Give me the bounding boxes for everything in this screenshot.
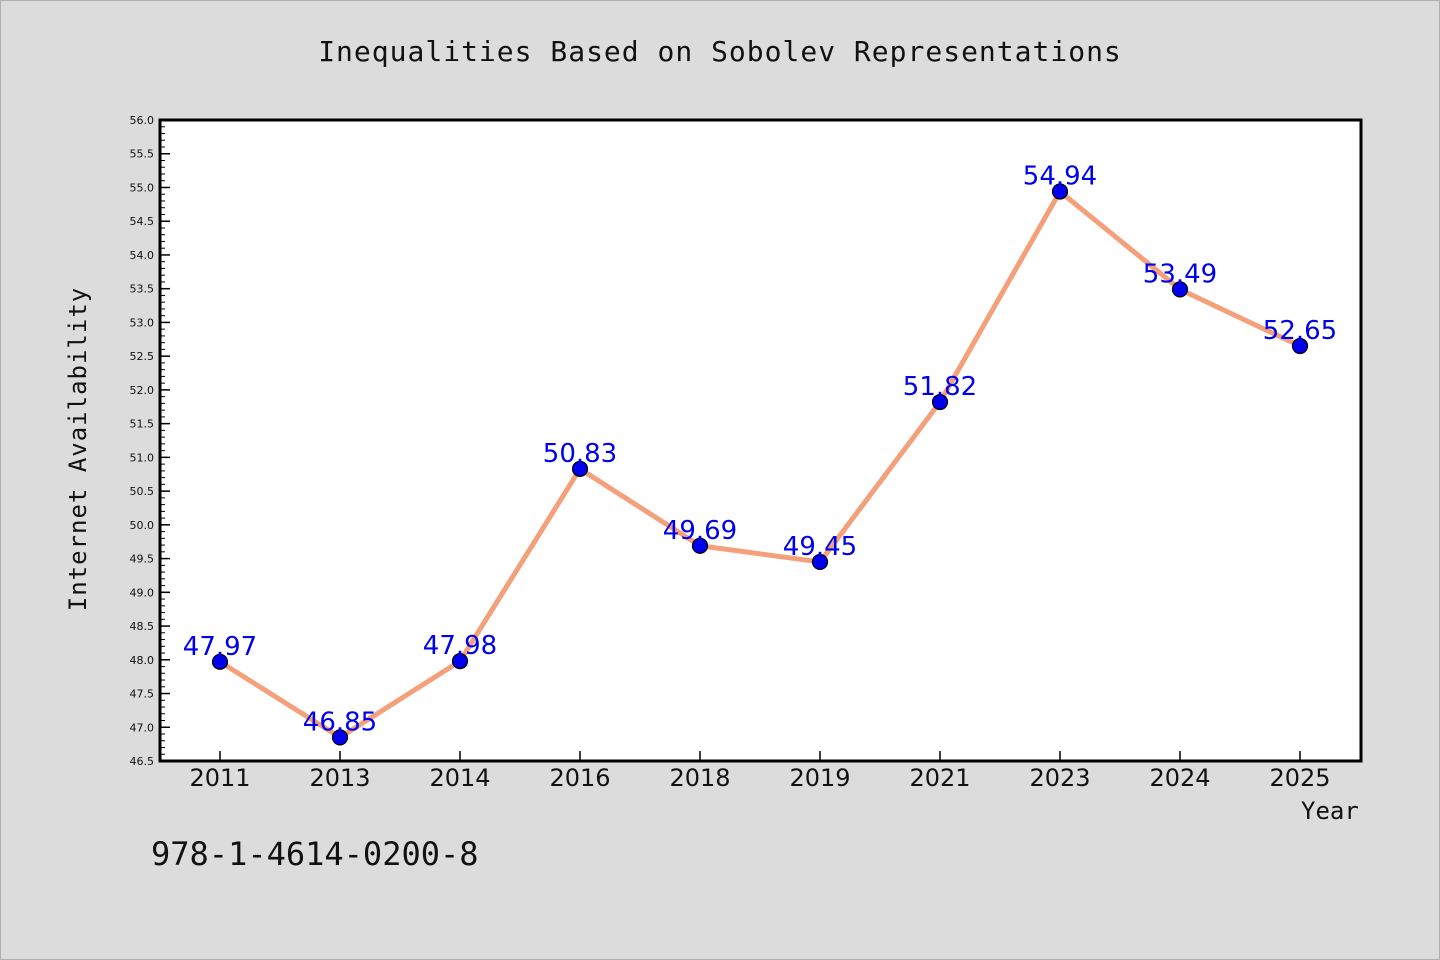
y-tick-label: 50.5 bbox=[130, 485, 155, 498]
y-tick-label: 49.0 bbox=[130, 586, 155, 599]
data-label: 47.97 bbox=[183, 632, 257, 662]
y-tick-label: 54.0 bbox=[130, 249, 155, 262]
data-point bbox=[811, 553, 829, 571]
data-label: 52.65 bbox=[1263, 316, 1337, 346]
y-tick-label: 51.5 bbox=[130, 418, 155, 431]
y-tick-label: 55.0 bbox=[130, 181, 155, 194]
y-tick-label: 51.0 bbox=[130, 451, 155, 464]
data-point bbox=[211, 653, 229, 670]
y-tick-label: 47.0 bbox=[130, 721, 155, 734]
data-label: 53.49 bbox=[1143, 259, 1217, 289]
y-tick-label: 53.5 bbox=[130, 283, 155, 296]
x-tick-label: 2025 bbox=[1269, 764, 1330, 792]
y-tick-label: 47.5 bbox=[130, 688, 155, 701]
data-label: 49.45 bbox=[783, 532, 857, 562]
x-tick-label: 2011 bbox=[189, 764, 250, 792]
data-label: 49.69 bbox=[663, 516, 737, 546]
x-tick-label: 2018 bbox=[669, 764, 730, 792]
data-label: 50.83 bbox=[543, 439, 617, 469]
x-axis-label: Year bbox=[1301, 797, 1359, 825]
data-label: 54.94 bbox=[1023, 162, 1097, 192]
data-point bbox=[571, 460, 589, 477]
data-point bbox=[931, 393, 949, 411]
x-tick-label: 2014 bbox=[429, 764, 490, 792]
data-label: 47.98 bbox=[423, 631, 497, 661]
y-tick-label: 46.5 bbox=[130, 755, 155, 768]
data-label: 46.85 bbox=[303, 707, 377, 737]
data-labels: 47.97 46.85 47.98 50.83 49.69 49.45 51.82 54.94… bbox=[183, 162, 1337, 738]
x-tick-label: 2024 bbox=[1149, 764, 1210, 792]
y-tick-label: 50.0 bbox=[130, 519, 155, 532]
y-axis-ticks: 46.5 47.0 47.5 48.0 48.5 49.0 49.5 50.0 50.5 51.0… bbox=[130, 114, 170, 768]
series-line bbox=[218, 189, 1302, 740]
data-point bbox=[691, 537, 709, 554]
data-point bbox=[1051, 183, 1069, 200]
data-label: 51.82 bbox=[903, 372, 977, 402]
x-tick-label: 2023 bbox=[1029, 764, 1090, 792]
y-tick-label: 54.5 bbox=[130, 215, 155, 228]
isbn-text: 978-1-4614-0200-8 bbox=[151, 835, 479, 873]
x-tick-label: 2021 bbox=[909, 764, 970, 792]
data-markers bbox=[211, 183, 1309, 746]
y-tick-label: 48.5 bbox=[130, 620, 155, 633]
x-axis-ticks: 2011 2013 2014 2016 2018 2019 2021 2023 2024 2025 bbox=[189, 751, 1331, 792]
data-point bbox=[1291, 337, 1309, 355]
y-tick-label: 52.5 bbox=[130, 350, 155, 363]
y-tick-label: 48.0 bbox=[130, 654, 155, 667]
x-tick-label: 2016 bbox=[549, 764, 610, 792]
y-tick-label: 52.0 bbox=[130, 384, 155, 397]
y-tick-label: 56.0 bbox=[130, 114, 155, 127]
y-tick-label: 49.5 bbox=[130, 553, 155, 566]
data-point bbox=[1171, 281, 1189, 298]
y-tick-label: 53.0 bbox=[130, 316, 155, 329]
chart-title: Inequalities Based on Sobolev Representa… bbox=[318, 35, 1122, 68]
data-point bbox=[451, 653, 469, 670]
data-point bbox=[331, 729, 349, 746]
y-tick-label: 55.5 bbox=[130, 148, 155, 161]
plot-area bbox=[158, 118, 1363, 763]
x-tick-label: 2013 bbox=[309, 764, 370, 792]
x-tick-label: 2019 bbox=[789, 764, 850, 792]
